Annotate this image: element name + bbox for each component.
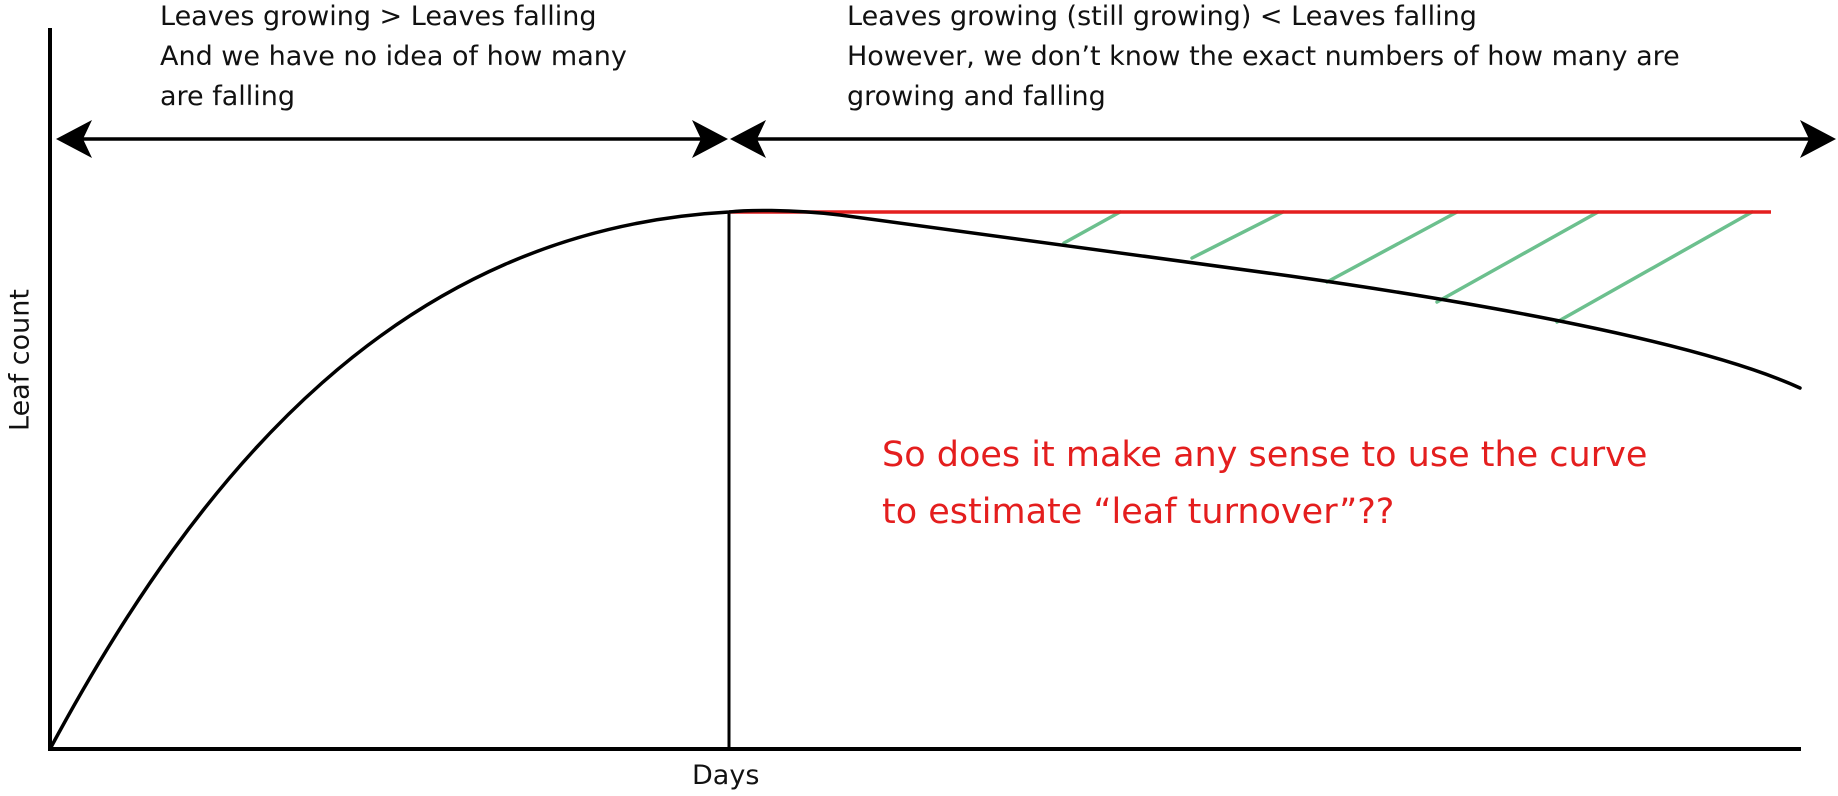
left-phase-arrow [56, 120, 728, 158]
leaf-count-curve [48, 208, 1802, 751]
right-phase-arrowhead-right [1800, 120, 1836, 158]
right-phase-line-3: growing and falling [847, 81, 1106, 112]
hatch-line [1062, 210, 1122, 245]
x-axis-label: Days [692, 760, 760, 791]
left-phase-arrowhead-right [692, 120, 728, 158]
left-phase-line-2: And we have no idea of how many [160, 41, 627, 72]
left-phase-line-3: are falling [160, 81, 296, 112]
right-phase-arrowhead-left [730, 120, 766, 158]
hatch-line [1190, 210, 1285, 260]
hatch-line [1325, 210, 1459, 284]
question-line-2: to estimate “leaf turnover”?? [882, 492, 1395, 532]
question-line-1: So does it make any sense to use the cur… [882, 435, 1648, 475]
right-phase-line-1: Leaves growing (still growing) < Leaves … [847, 1, 1477, 32]
left-phase-annotation: Leaves growing > Leaves falling And we h… [160, 0, 627, 117]
question-annotation: So does it make any sense to use the cur… [882, 427, 1647, 541]
left-phase-arrowhead-left [56, 120, 92, 158]
hatch-line [1435, 210, 1600, 304]
left-phase-line-1: Leaves growing > Leaves falling [160, 1, 597, 32]
hatch-lines [1062, 210, 1754, 324]
right-phase-arrow [730, 120, 1836, 158]
right-phase-annotation: Leaves growing (still growing) < Leaves … [847, 0, 1680, 117]
y-axis-label: Leaf count [4, 289, 36, 431]
hatch-line [1555, 210, 1754, 324]
right-phase-line-2: However, we don’t know the exact numbers… [847, 41, 1680, 72]
